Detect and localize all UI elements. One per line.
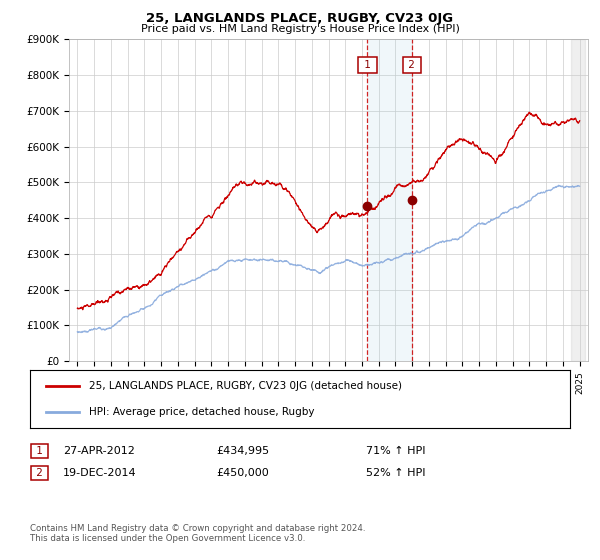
Text: 52% ↑ HPI: 52% ↑ HPI [366,468,425,478]
Text: 1: 1 [361,60,374,70]
Bar [571,39,584,361]
Text: 25, LANGLANDS PLACE, RUGBY, CV23 0JG (detached house): 25, LANGLANDS PLACE, RUGBY, CV23 0JG (de… [89,381,403,391]
Text: 27-APR-2012: 27-APR-2012 [63,446,135,456]
Text: 2: 2 [405,60,418,70]
Text: 2: 2 [33,468,46,478]
Text: HPI: Average price, detached house, Rugby: HPI: Average price, detached house, Rugb… [89,407,315,417]
Text: 19-DEC-2014: 19-DEC-2014 [63,468,137,478]
Bar [571,39,584,361]
Text: £434,995: £434,995 [216,446,269,456]
Text: £450,000: £450,000 [216,468,269,478]
Bar [367,39,412,361]
Text: Contains HM Land Registry data © Crown copyright and database right 2024.
This d: Contains HM Land Registry data © Crown c… [30,524,365,543]
Text: 71% ↑ HPI: 71% ↑ HPI [366,446,425,456]
Text: 1: 1 [33,446,46,456]
Text: Price paid vs. HM Land Registry's House Price Index (HPI): Price paid vs. HM Land Registry's House … [140,24,460,34]
Text: 25, LANGLANDS PLACE, RUGBY, CV23 0JG: 25, LANGLANDS PLACE, RUGBY, CV23 0JG [146,12,454,25]
